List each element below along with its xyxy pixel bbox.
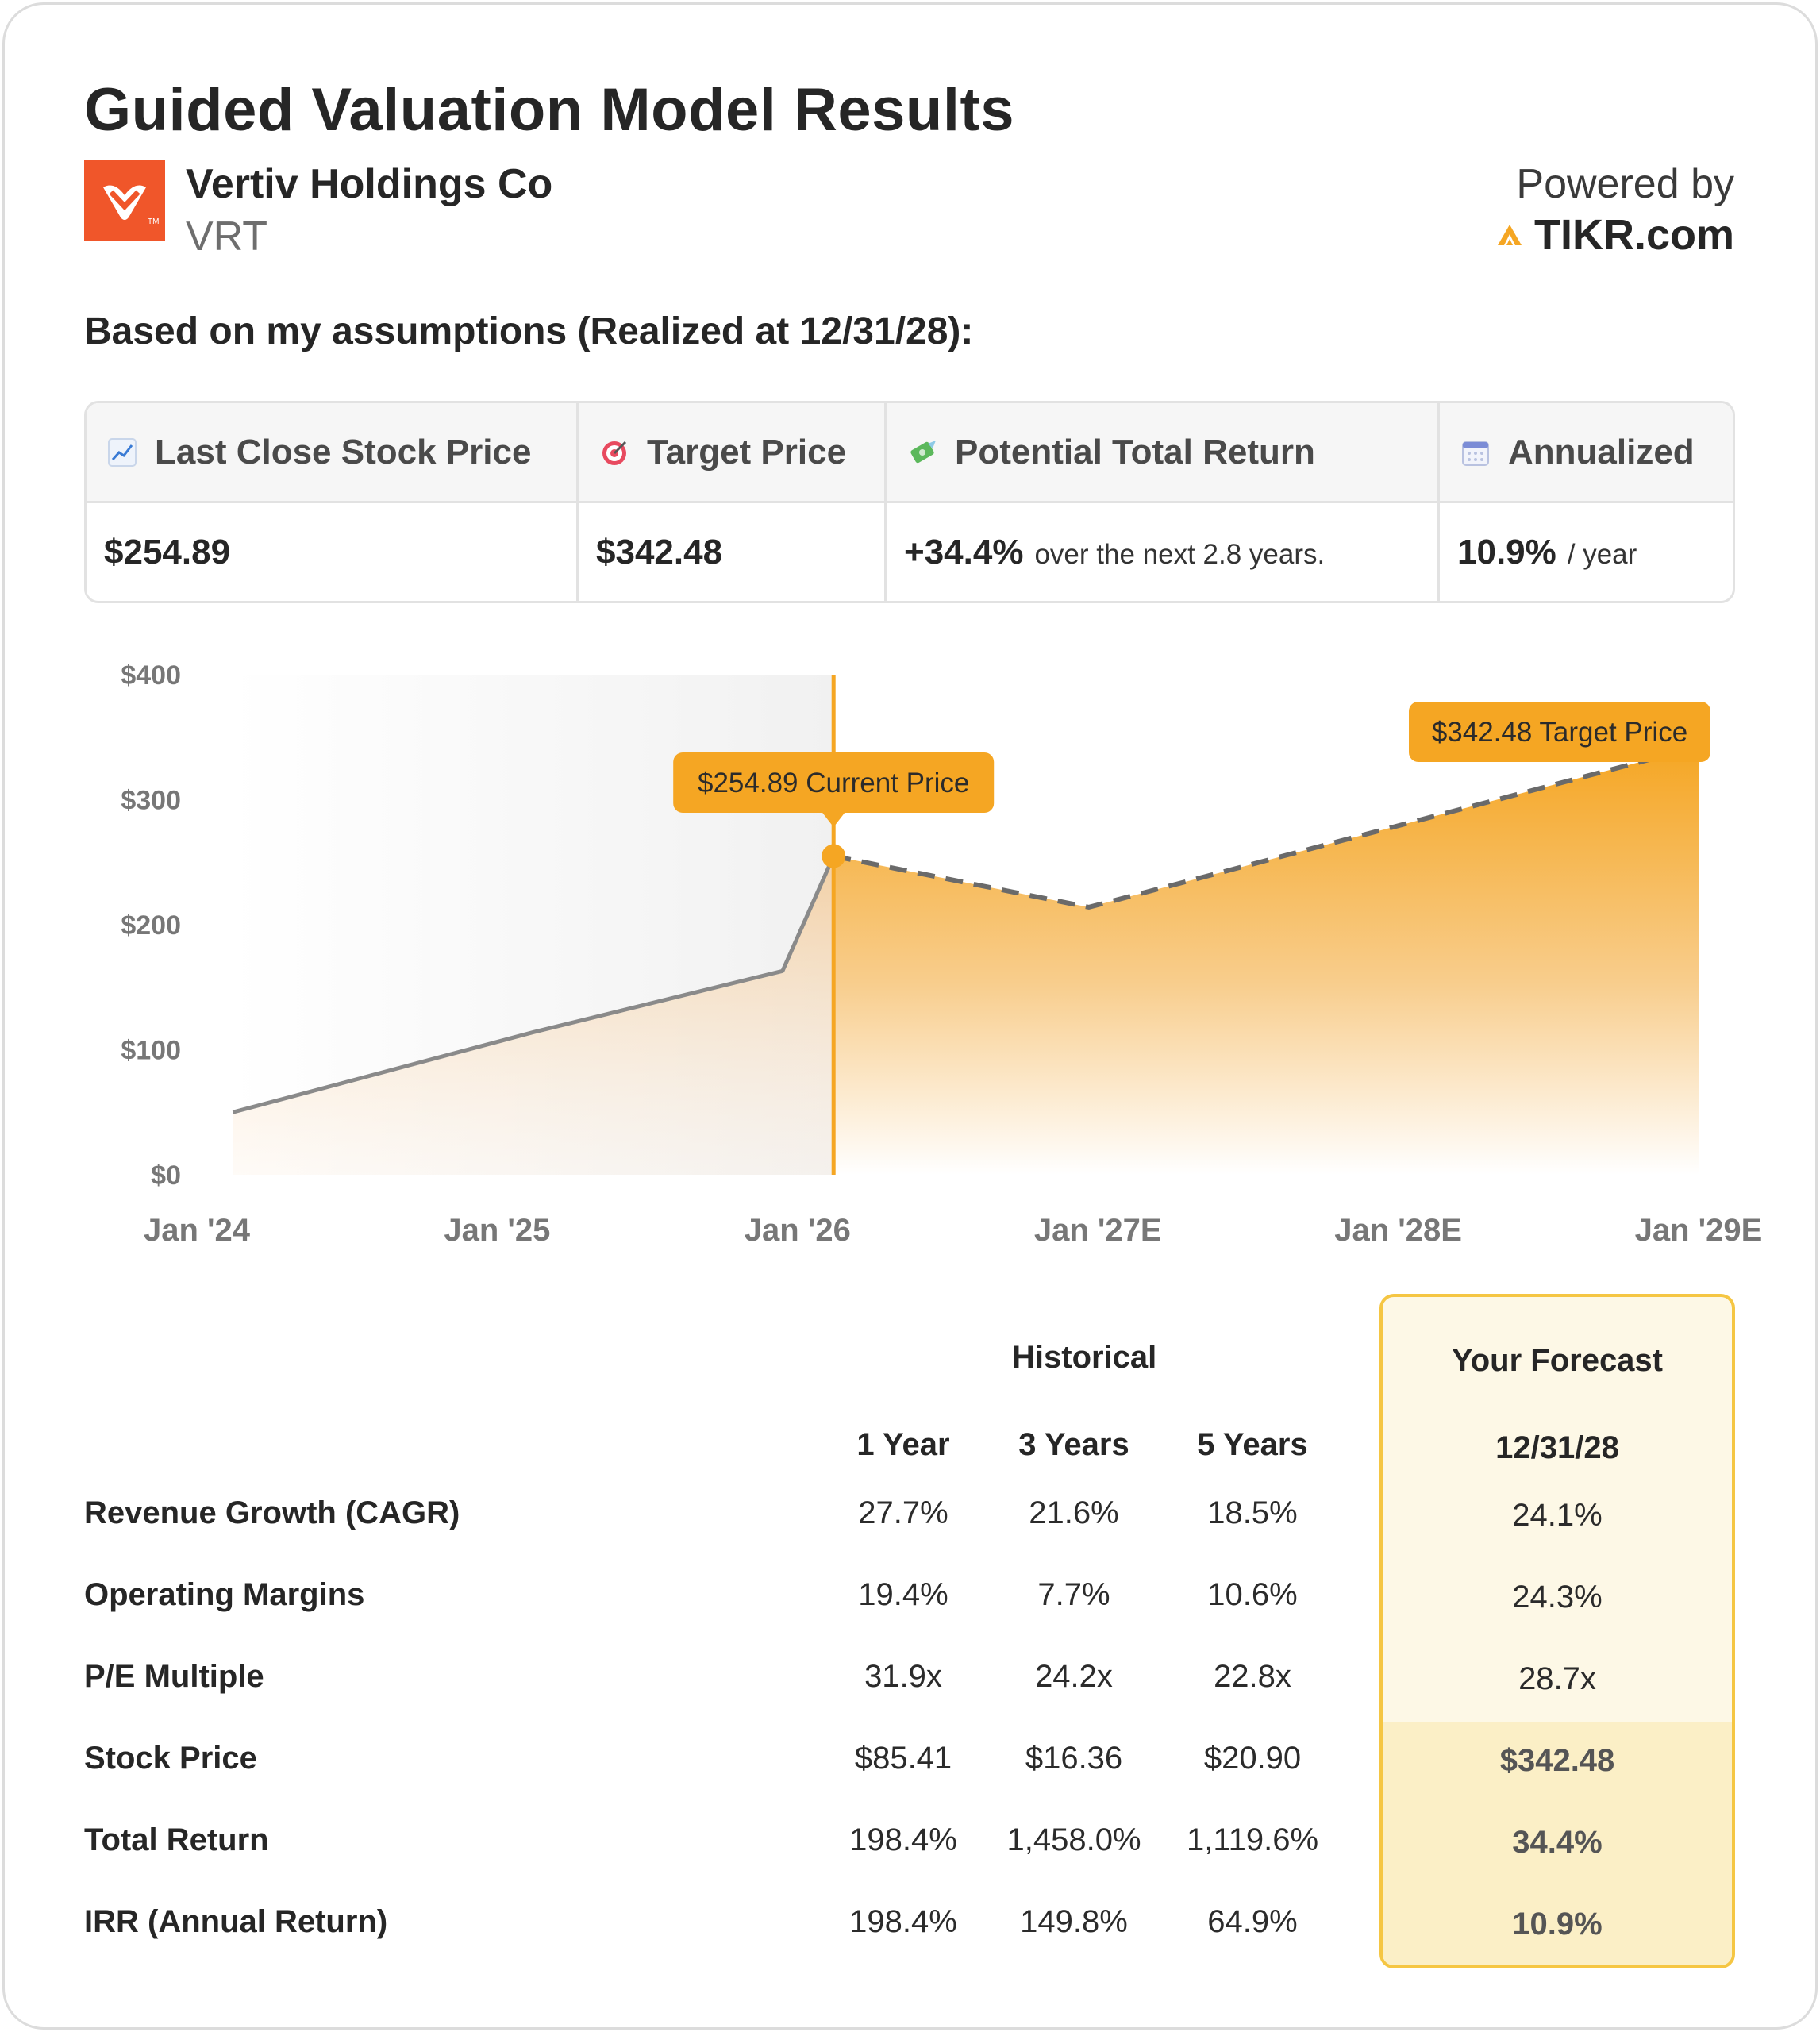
table-cell: $20.90 (1203, 1741, 1302, 1776)
total-return-suffix: over the next 2.8 years. (1034, 538, 1326, 570)
target-price-value: $342.48 (596, 532, 723, 572)
table-cell: 27.7% (858, 1495, 948, 1530)
x-tick-label: Jan '28E (1334, 1213, 1462, 1248)
total-return-value: +34.4% (904, 532, 1024, 572)
table-cell: 24.2x (1035, 1659, 1113, 1694)
y-tick-label: $200 (121, 910, 181, 941)
current-price-point (822, 844, 846, 868)
target-price-label: Target Price (647, 432, 847, 471)
annualized-value: 10.9% (1457, 532, 1556, 572)
table-cell: 7.7% (1037, 1577, 1110, 1612)
metrics-table: Last Close Stock Price Target Price Pote… (84, 401, 1735, 603)
price-chart-svg: $400 $300 $200 $100 $0 Jan '24 Jan '25 Jan '26 J… (121, 660, 1763, 1248)
row-label: Total Return (84, 1822, 269, 1857)
powered-by-label: Powered by (1516, 161, 1734, 207)
annualized-label: Annualized (1508, 432, 1695, 471)
y-tick-label: $100 (121, 1036, 181, 1066)
y-tick-label: $300 (121, 786, 181, 816)
calendar-icon (1462, 441, 1489, 466)
last-close-header: Last Close Stock Price (87, 403, 579, 503)
table-cell: 21.6% (1029, 1495, 1119, 1530)
historical-price-line (232, 855, 836, 1114)
x-tick-label: Jan '24 (144, 1213, 251, 1248)
annualized-value-cell: 10.9% / year (1440, 503, 1733, 601)
table-cell: 64.9% (1207, 1904, 1298, 1939)
table-cell: 1,458.0% (1006, 1822, 1141, 1857)
total-return-header: Potential Total Return (887, 403, 1440, 503)
company-logo: TM (84, 160, 165, 241)
current-price-callout (673, 752, 995, 813)
row-label: Stock Price (84, 1741, 257, 1776)
current-price-callout-pointer (822, 813, 845, 827)
historical-area (233, 856, 834, 1175)
row-label: IRR (Annual Return) (84, 1904, 388, 1939)
column-1-year: 1 Year (856, 1427, 950, 1462)
row-label: P/E Multiple (84, 1659, 264, 1694)
last-close-value-cell: $254.89 (87, 503, 579, 601)
forecast-price-line (833, 744, 1699, 910)
forecast-column: Your Forecast 12/31/28 (1379, 1294, 1735, 1968)
target-icon (602, 441, 627, 465)
forecast-cell: 24.1% (1512, 1498, 1603, 1533)
column-3-years: 3 Years (1018, 1427, 1129, 1462)
table-cell: 1,119.6% (1186, 1822, 1319, 1857)
x-tick-label: Jan '26 (745, 1213, 851, 1248)
table-cell: 19.4% (858, 1577, 948, 1612)
table-cell: 10.6% (1207, 1577, 1298, 1612)
tikr-brand-text: TIKR.com (1533, 211, 1734, 259)
total-return-label: Potential Total Return (955, 432, 1315, 471)
chart-increasing-icon (108, 437, 137, 467)
forecast-cell: $342.48 (1499, 1743, 1615, 1778)
forecast-cell: 24.3% (1512, 1580, 1603, 1614)
annualized-header: Annualized (1440, 403, 1733, 503)
table-cell: 198.4% (849, 1822, 957, 1857)
target-price-callout (1409, 702, 1710, 762)
target-price-value-cell: $342.48 (579, 503, 887, 601)
forecast-cell: 34.4% (1512, 1825, 1603, 1860)
total-return-value-cell: +34.4% over the next 2.8 years. (887, 503, 1440, 601)
target-price-callout-text: $342.48 Target Price (1432, 717, 1687, 748)
vertiv-logo-icon: TM (84, 160, 165, 241)
y-tick-label: $400 (121, 660, 181, 691)
money-wings-icon (910, 440, 936, 463)
annualized-suffix: / year (1567, 538, 1637, 570)
page-title: Guided Valuation Model Results (84, 76, 1015, 144)
x-tick-label: Jan '25 (444, 1213, 550, 1248)
current-price-callout-text: $254.89 Current Price (698, 768, 969, 799)
forecast-highlight-band (1383, 1722, 1732, 1965)
forecast-cell: 10.9% (1512, 1907, 1603, 1942)
svg-text:TM: TM (148, 217, 159, 226)
table-cell: 149.8% (1020, 1904, 1128, 1939)
assumptions-heading: Based on my assumptions (Realized at 12/… (84, 310, 974, 352)
table-cell: 22.8x (1214, 1659, 1291, 1694)
table-cell: $85.41 (854, 1741, 952, 1776)
target-price-header: Target Price (579, 403, 887, 503)
forecast-date: 12/31/28 (1495, 1430, 1619, 1465)
x-tick-label: Jan '27E (1034, 1213, 1162, 1248)
table-cell: $16.36 (1025, 1741, 1123, 1776)
column-5-years: 5 Years (1197, 1427, 1308, 1462)
forecast-cell: 28.7x (1518, 1661, 1596, 1696)
price-chart: $400 $300 $200 $100 $0 Jan '24 Jan '25 Jan '26 J… (0, 635, 1820, 1270)
historical-header: Historical (1012, 1340, 1157, 1375)
table-cell: 31.9x (864, 1659, 942, 1694)
tikr-logo-icon (1497, 225, 1522, 245)
tikr-brand[interactable]: TIKR.com (1496, 210, 1734, 260)
row-label: Operating Margins (84, 1577, 365, 1612)
last-close-value: $254.89 (104, 532, 231, 572)
ticker-symbol: VRT (186, 214, 268, 260)
forecast-area (833, 746, 1699, 1175)
x-tick-label: Jan '29E (1635, 1213, 1763, 1248)
y-tick-label: $0 (151, 1160, 181, 1191)
table-cell: 198.4% (849, 1904, 957, 1939)
row-label: Revenue Growth (CAGR) (84, 1495, 460, 1530)
table-cell: 18.5% (1207, 1495, 1298, 1530)
company-name: Vertiv Holdings Co (186, 161, 553, 207)
forecast-header: Your Forecast (1452, 1343, 1663, 1378)
last-close-label: Last Close Stock Price (155, 432, 532, 471)
